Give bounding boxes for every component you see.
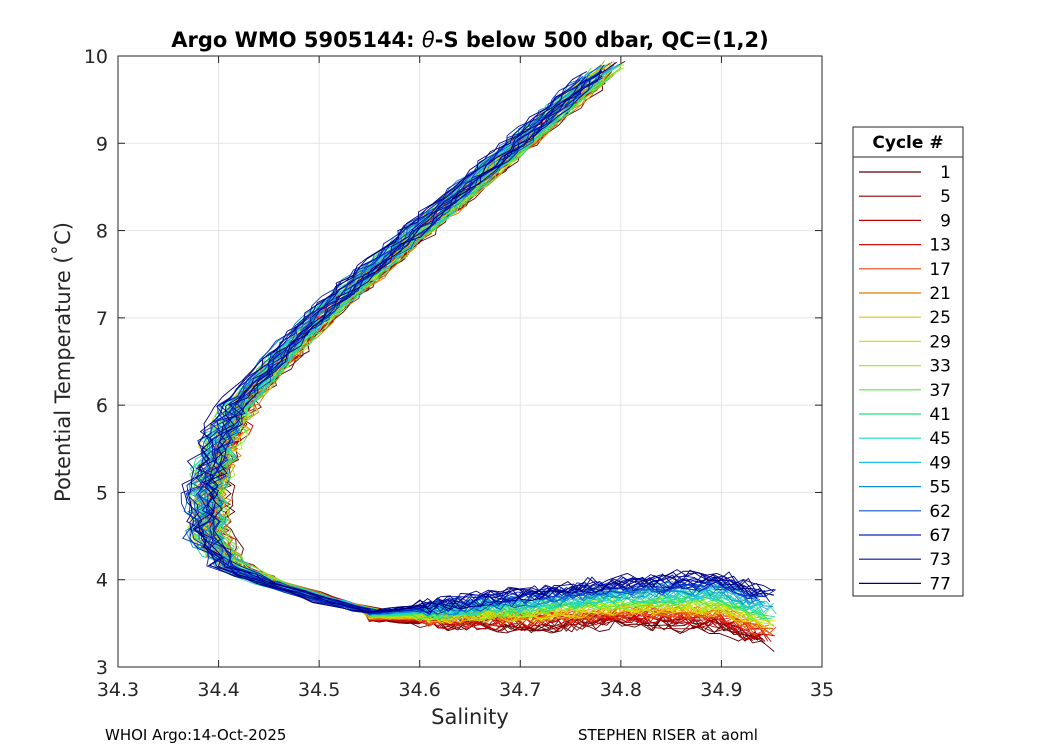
x-tick-label: 34.5 [298,679,340,701]
profile-line-45 [212,78,762,616]
legend-entry-55: 55 [929,478,951,498]
chart-title-symbol: θ [422,28,435,52]
y-axis-label: Potential Temperature (˚C) [51,222,75,502]
x-tick-label: 35 [810,679,834,701]
footer-right: STEPHEN RISER at aoml [578,726,758,744]
y-tick-label: 6 [96,395,108,417]
profile-line-71 [205,70,758,613]
x-axis-label: Salinity [431,705,509,729]
profile-line-63 [190,76,760,616]
legend-entry-29: 29 [929,332,951,352]
y-tick-label: 7 [96,308,108,330]
legend-entry-41: 41 [929,405,951,425]
y-tick-label: 10 [84,46,108,68]
legend-entry-17: 17 [929,260,951,280]
x-tick-label: 34.4 [197,679,239,701]
plot-area [118,56,822,667]
legend-entry-1: 1 [940,163,951,183]
profile-line-77 [201,61,767,613]
x-tick-label: 34.7 [499,679,541,701]
profile-line-69 [193,64,771,615]
y-tick-label: 4 [96,570,108,592]
legend-entry-5: 5 [940,187,951,207]
legend-entry-37: 37 [929,381,951,401]
legend-entry-33: 33 [929,357,951,377]
profile-line-50 [202,76,777,617]
legend: Cycle # 1 5 9 13 17 21 25 29 33 37 41 45 49 55 62 67 73 77 [852,126,964,597]
series-group [180,60,777,652]
y-tick-label: 5 [96,482,108,504]
profile-line-72 [186,78,764,614]
legend-title: Cycle # [872,133,943,153]
legend-entry-21: 21 [929,284,951,304]
x-tick-label: 34.6 [399,679,441,701]
axis-ticks: 34.3 34.4 34.5 34.6 34.7 34.8 34.9 35 3 4 5 6 7 8 9 10 [84,46,834,701]
legend-entry-25: 25 [929,308,951,328]
legend-entry-45: 45 [929,429,951,449]
profile-line-73 [181,71,774,614]
x-tick-label: 34.8 [600,679,642,701]
legend-entry-73: 73 [929,550,951,570]
legend-entry-13: 13 [929,236,951,256]
legend-entry-62: 62 [929,502,951,522]
y-tick-label: 3 [96,657,108,679]
x-tick-label: 34.3 [97,679,139,701]
chart-title-suffix: -S below 500 dbar, QC=(1,2) [435,28,769,52]
chart-title-prefix: Argo WMO 5905144: [171,28,422,52]
y-tick-label: 8 [96,221,108,243]
profile-line-76 [192,76,759,614]
plot-frame [117,55,823,668]
legend-box [852,126,964,597]
legend-entry-77: 77 [929,574,951,594]
footer-left: WHOI Argo:14-Oct-2025 [105,726,287,744]
profile-line-75 [197,75,775,613]
profile-line-74 [186,79,775,613]
legend-entry-49: 49 [929,453,951,473]
legend-entry-9: 9 [940,211,951,231]
x-tick-label: 34.9 [700,679,742,701]
y-tick-label: 9 [96,133,108,155]
legend-entry-67: 67 [929,526,951,546]
chart-title: Argo WMO 5905144: θ-S below 500 dbar, QC… [171,28,768,52]
